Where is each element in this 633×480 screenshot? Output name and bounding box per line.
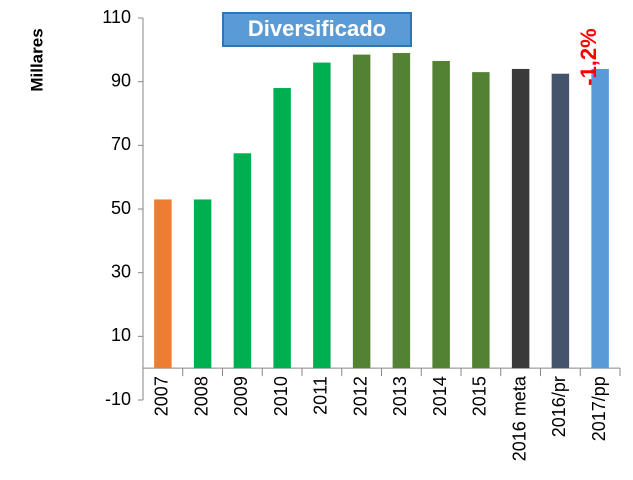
y-tick-label: 70: [111, 134, 131, 154]
y-tick-label: 110: [102, 7, 131, 27]
y-tick-label: -10: [105, 389, 131, 409]
annotation: -1,2%: [576, 28, 601, 85]
chart-title: Diversificado: [248, 16, 386, 41]
x-tick-label: 2013: [390, 376, 410, 416]
x-tick-label: 2017/pp: [589, 376, 609, 441]
bar: [352, 54, 371, 369]
x-tick-label: 2008: [191, 376, 211, 416]
x-tick-label: 2016 meta: [509, 375, 529, 461]
y-tick-label: 50: [111, 198, 131, 218]
x-tick-label: 2007: [152, 376, 172, 416]
x-tick-label: 2012: [350, 376, 370, 416]
x-tick-label: 2009: [231, 376, 251, 416]
bar: [392, 53, 411, 369]
bar: [472, 72, 490, 369]
bar: [273, 88, 291, 369]
bar: [193, 199, 212, 369]
bar: [154, 199, 172, 369]
title-box: [222, 12, 412, 47]
bar: [313, 62, 331, 369]
x-tick-label: 2011: [311, 376, 331, 415]
y-tick-label: 10: [111, 325, 131, 345]
x-tick-label: 2010: [271, 376, 291, 416]
y-axis-label: Millares: [27, 28, 46, 91]
bar: [233, 153, 252, 369]
y-tick-label: 30: [111, 261, 131, 281]
bar: [551, 73, 570, 369]
y-tick-label: 90: [111, 70, 131, 90]
bar: [591, 68, 609, 369]
x-tick-label: 2016/pr: [549, 376, 569, 437]
bar: [432, 60, 450, 369]
bar: [511, 68, 530, 369]
x-tick-label: 2015: [470, 376, 490, 416]
x-tick-label: 2014: [430, 376, 450, 416]
